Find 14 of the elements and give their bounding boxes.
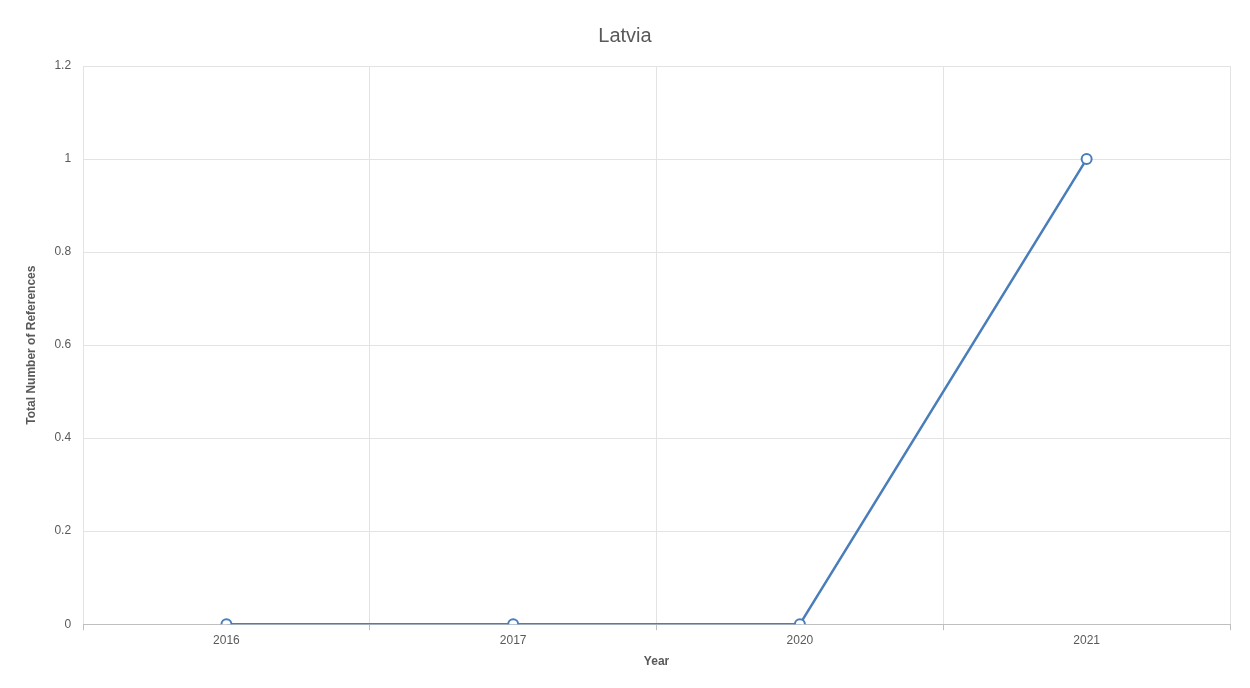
y-tick-label: 0.8 [54,244,72,259]
y-tick-label: 1.2 [54,58,72,73]
x-tick-label: 2021 [1073,632,1101,647]
y-tick-label: 0.4 [54,430,72,445]
y-tick-label: 0.6 [54,337,72,352]
y-tick-label: 1 [64,151,72,166]
y-tick-label: 0.2 [54,523,72,538]
x-tick-label: 2017 [499,632,527,647]
chart-title: Latvia [598,23,653,46]
y-axis-title: Total Number of References [23,265,38,425]
x-tick-label: 2016 [213,632,241,647]
x-axis-title: Year [643,654,670,669]
y-tick-label: 0 [64,616,72,631]
x-tick-label: 2020 [786,632,814,647]
